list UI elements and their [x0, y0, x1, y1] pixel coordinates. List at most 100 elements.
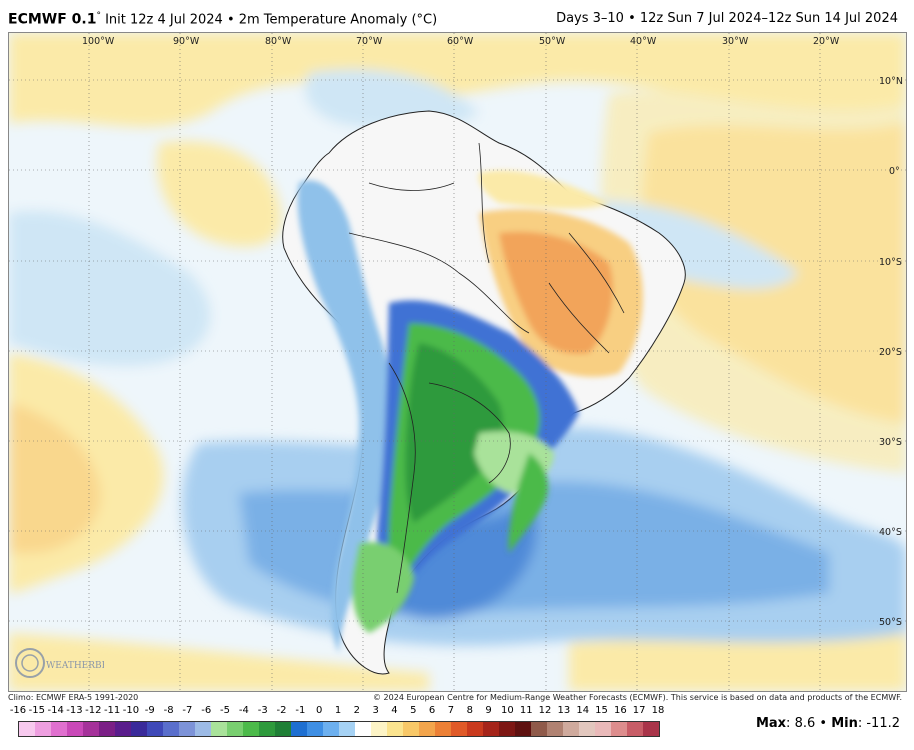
lat-label-10s: 10°S [879, 257, 902, 268]
legend-swatch [547, 722, 563, 736]
north-coast-warm [478, 170, 609, 209]
legend-swatch [611, 722, 627, 736]
lon-label-90w: 90°W [173, 36, 200, 47]
legend-swatch [243, 722, 259, 736]
legend-swatch [451, 722, 467, 736]
degree-superscript: ° [96, 11, 101, 21]
lon-label-100w: 100°W [82, 36, 115, 47]
map-canvas: 100°W 90°W 80°W 70°W 60°W 50°W 40°W 30°W… [9, 33, 906, 691]
border-5 [388, 362, 416, 594]
land-anomalies [297, 170, 643, 654]
border-6 [548, 282, 610, 354]
legend-tick-label: -3 [257, 705, 268, 716]
legend-swatch [291, 722, 307, 736]
legend-swatch [259, 722, 275, 736]
legend-swatch [275, 722, 291, 736]
legend-swatch [147, 722, 163, 736]
border-2 [478, 142, 490, 264]
border-1 [348, 232, 530, 334]
legend-swatch [307, 722, 323, 736]
lon-label-30w: 30°W [722, 36, 749, 47]
legend-swatch [627, 722, 643, 736]
border-3 [368, 182, 455, 191]
border-7 [568, 232, 625, 314]
legend-swatch [531, 722, 547, 736]
legend-tick-label: -7 [182, 705, 193, 716]
legend-swatch [643, 722, 659, 736]
legend-swatch [483, 722, 499, 736]
logo-mark: WEATHERBELL [15, 648, 120, 678]
legend-swatch [83, 722, 99, 736]
warm-southeast-strip [569, 633, 906, 691]
lon-label-20w: 20°W [813, 36, 840, 47]
lat-label-30s: 30°S [879, 437, 902, 448]
legend-tick-label: -16 [9, 705, 27, 716]
legend-tick-label: -6 [201, 705, 212, 716]
legend-tick-label: 9 [485, 705, 492, 716]
latitude-labels: 10°N 0° 10°S 20°S 30°S 40°S 50°S [879, 76, 903, 628]
legend-swatch [419, 722, 435, 736]
legend-colorbar [18, 721, 660, 737]
legend-tick-labels: -16 -15 -14 -13 -12 -11 -10 -9 -8 -7 -6 -5 -4 -3 -2 -1 0… [10, 705, 665, 719]
weatherbell-logo: WEATHERBELL [14, 646, 120, 680]
country-borders [348, 142, 625, 594]
lat-label-50s: 50°S [879, 617, 902, 628]
graticule [9, 33, 906, 691]
legend-tick-label: 6 [428, 705, 436, 716]
legend-tick-label: -1 [295, 705, 306, 716]
legend-swatch [467, 722, 483, 736]
legend-swatch [515, 722, 531, 736]
legend-swatch [35, 722, 51, 736]
legend-tick-label: 16 [613, 705, 627, 716]
legend-tick-label: 2 [353, 705, 360, 716]
legend-tick-label: -8 [163, 705, 174, 716]
legend-tick-label: -10 [122, 705, 140, 716]
cool-pacific-west [9, 211, 211, 366]
lat-label-10n: 10°N [879, 76, 903, 87]
legend-swatch [51, 722, 67, 736]
legend-swatch [579, 722, 595, 736]
patagonia-green [352, 542, 414, 633]
lon-label-70w: 70°W [356, 36, 383, 47]
title: ECMWF 0.1° Init 12z 4 Jul 2024 • 2m Temp… [8, 11, 437, 27]
lon-label-80w: 80°W [265, 36, 292, 47]
legend-tick-label: 17 [632, 705, 646, 716]
min-label: Min [831, 716, 858, 731]
longitude-labels: 100°W 90°W 80°W 70°W 60°W 50°W 40°W 30°W… [82, 36, 840, 47]
lat-label-0: 0° [889, 166, 900, 177]
legend-swatch [19, 722, 35, 736]
legend-swatch [195, 722, 211, 736]
legend-tick-label: 7 [447, 705, 455, 716]
legend-tick-label: 12 [538, 705, 552, 716]
legend-swatch [99, 722, 115, 736]
lon-label-50w: 50°W [539, 36, 566, 47]
max-min-readout: Max: 8.6 • Min: -11.2 [755, 716, 900, 731]
legend-tick-label: -11 [103, 705, 121, 716]
legend-swatch [387, 722, 403, 736]
copyright-note: © 2024 European Centre for Medium-Range … [373, 693, 902, 702]
legend-tick-label: 15 [595, 705, 608, 716]
legend-swatch [403, 722, 419, 736]
legend-swatch [163, 722, 179, 736]
legend-tick-label: 4 [391, 705, 398, 716]
lat-label-40s: 40°S [879, 527, 902, 538]
legend-swatch [371, 722, 387, 736]
warm-pacific-southwest [9, 403, 101, 553]
legend-tick-label: 13 [557, 705, 571, 716]
legend-tick-label: -12 [85, 705, 102, 716]
legend-tick-label: -2 [276, 705, 287, 716]
lon-label-60w: 60°W [447, 36, 474, 47]
uruguay-plume [508, 453, 549, 553]
legend-tick-label: 10 [501, 705, 514, 716]
max-value: 8.6 [794, 716, 816, 731]
valid-period: Days 3–10 • 12z Sun 7 Jul 2024–12z Sun 1… [556, 11, 898, 26]
legend-swatch [339, 722, 355, 736]
logo-text: WEATHERBELL [46, 661, 104, 671]
legend-tick-label: -4 [238, 705, 249, 716]
legend-swatch [355, 722, 371, 736]
legend-tick-label: -13 [66, 705, 83, 716]
legend-tick-label: 3 [372, 705, 379, 716]
anomaly-map: 100°W 90°W 80°W 70°W 60°W 50°W 40°W 30°W… [8, 32, 907, 692]
legend-tick-label: 5 [410, 705, 417, 716]
andes-cool [297, 180, 396, 654]
